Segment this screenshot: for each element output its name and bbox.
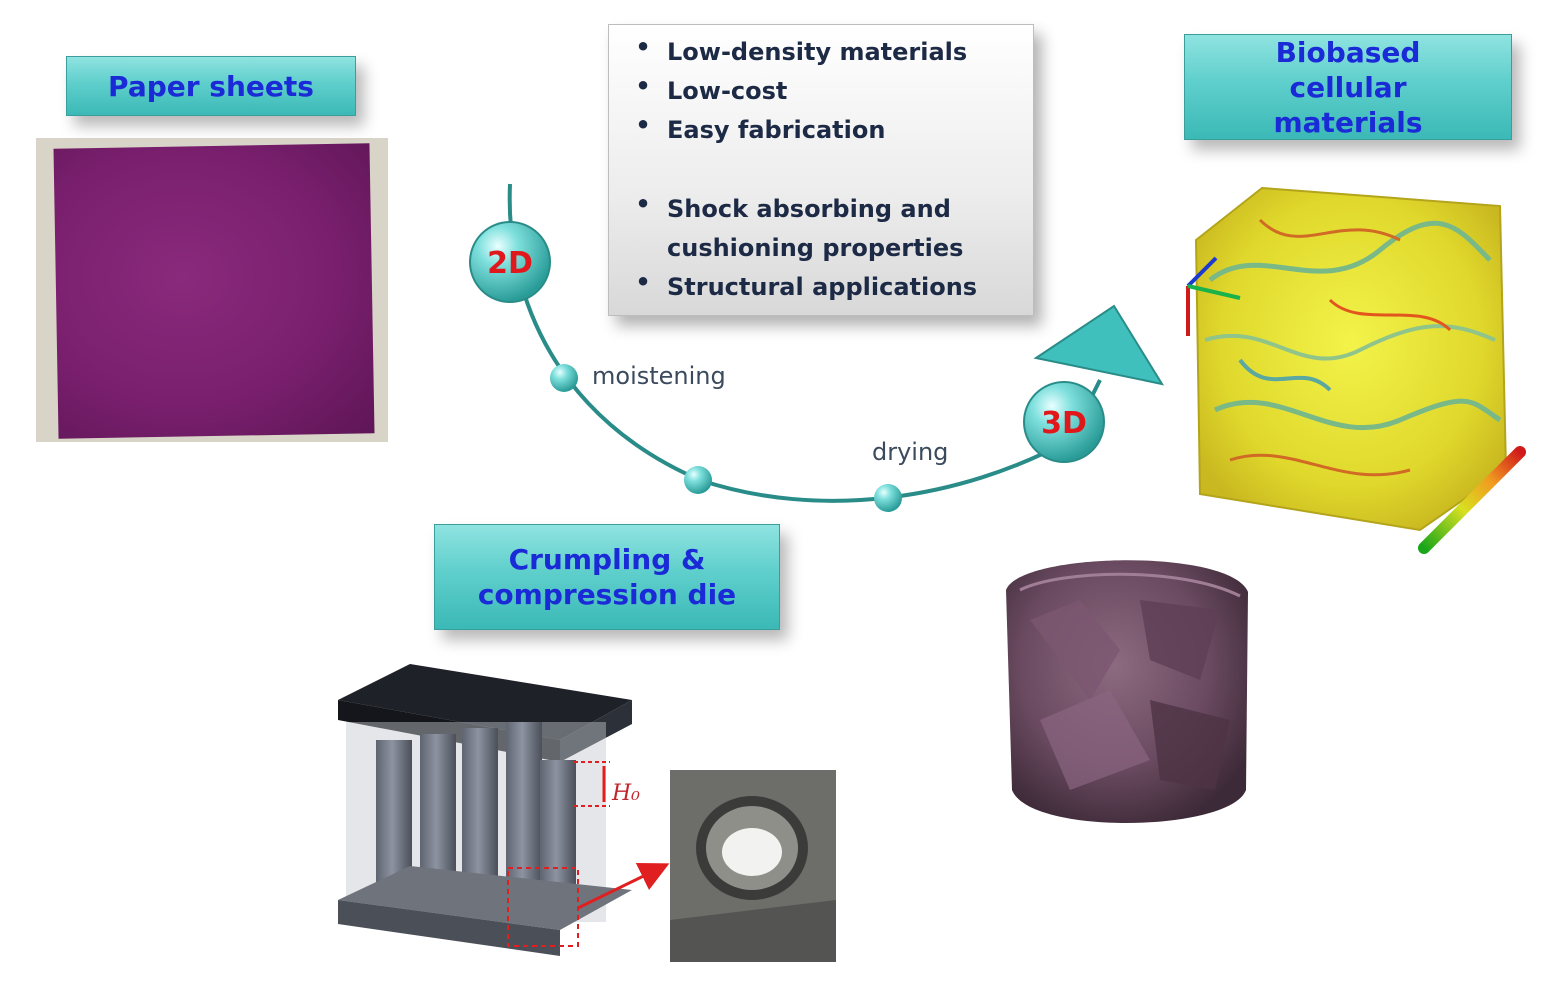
h0-label: H₀ [611,781,640,806]
process-node [684,466,712,494]
paper-sheets-label-text: Paper sheets [108,69,314,103]
color-scale-bar [1418,446,1526,554]
properties-box: • Low-density materials • Low-cost • Easy f… [608,24,1034,316]
drying-label: drying [872,438,948,466]
crumpling-die-label: Crumpling & compression die [434,524,780,630]
biobased-label-text: Biobased cellular materials [1273,35,1423,139]
moistening-label: moistening [592,362,726,390]
bullet: • [635,268,651,296]
compression-die: H₀ [338,664,670,956]
bullet: • [635,33,651,61]
bullet: • [635,72,651,100]
bullet: • [635,190,651,218]
badge-2d-text: 2D [487,246,533,281]
badge-3d-text: 3D [1041,406,1087,441]
property-item: • Easy fabrication [619,111,885,150]
property-item: • Shock absorbing and cushioning properti… [619,190,997,268]
zoom-arrow [577,863,670,910]
badge-2d: 2D [469,221,551,303]
property-item: • Low-density materials [619,33,967,72]
process-curve [507,183,1102,503]
bullet: • [635,111,651,139]
property-item: • Structural applications [619,268,977,307]
property-item: • Low-cost [619,72,787,111]
die-closeup-photo [670,770,836,962]
badge-3d: 3D [1023,381,1105,463]
crumpled-paper-sample [1006,560,1248,824]
process-node [550,364,578,392]
biobased-materials-label: Biobased cellular materials [1184,34,1512,140]
axes-icon [1186,256,1241,336]
crumpling-label-text: Crumpling & compression die [477,543,737,611]
paper-sheets-label: Paper sheets [66,56,356,116]
arrow-head [1033,304,1165,386]
tomography-cube [1194,186,1508,532]
paper-sheet-photo [36,138,388,442]
process-node [874,484,902,512]
